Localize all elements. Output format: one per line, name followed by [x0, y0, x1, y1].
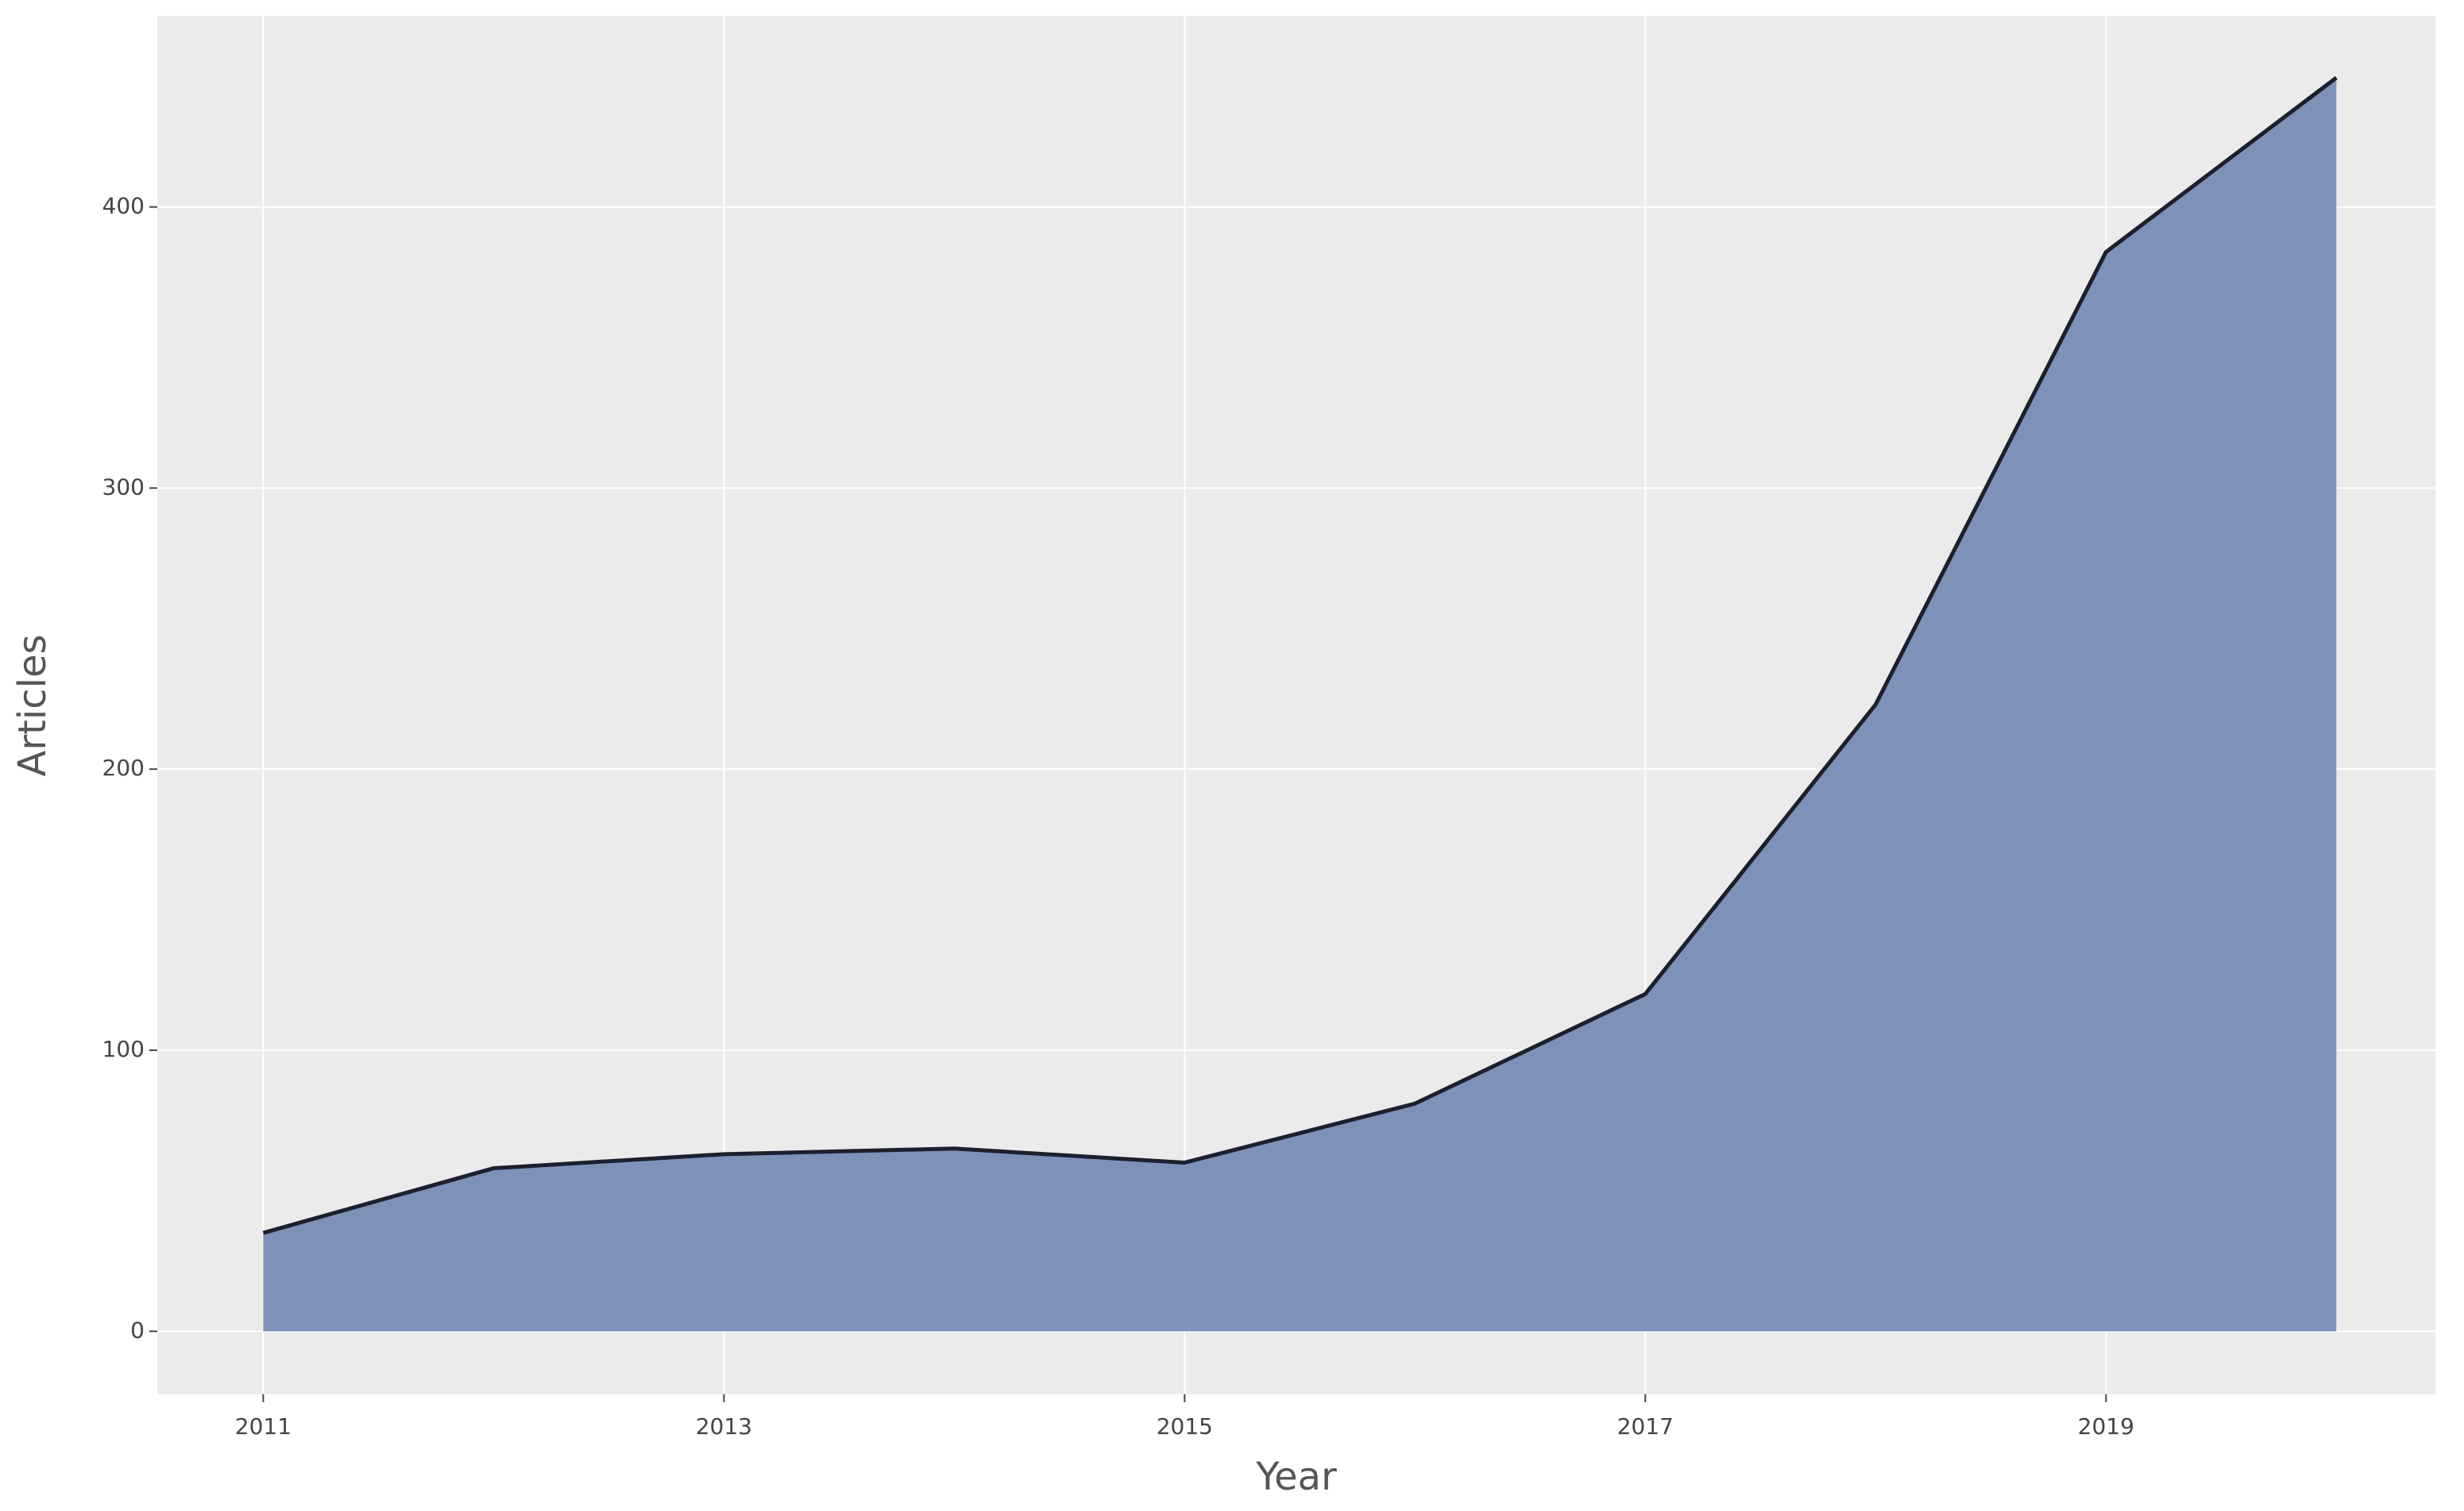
x-tick-label: 2019	[2078, 1413, 2134, 1440]
y-axis-title: Articles	[10, 635, 55, 777]
y-tick-label: 300	[102, 473, 145, 500]
x-axis-title: Year	[1255, 1455, 1337, 1499]
x-tick-label: 2017	[1617, 1413, 1674, 1440]
y-tick-label: 200	[102, 755, 145, 781]
line	[262, 75, 2338, 1235]
y-tick-label: 400	[102, 193, 145, 219]
y-tick-label: 0	[130, 1317, 145, 1343]
x-tick-label: 2013	[696, 1413, 752, 1440]
area	[263, 77, 2337, 1331]
x-tick-label: 2015	[1157, 1413, 1213, 1440]
x-tick-label: 2011	[235, 1413, 292, 1440]
y-tick-label: 100	[102, 1036, 145, 1062]
